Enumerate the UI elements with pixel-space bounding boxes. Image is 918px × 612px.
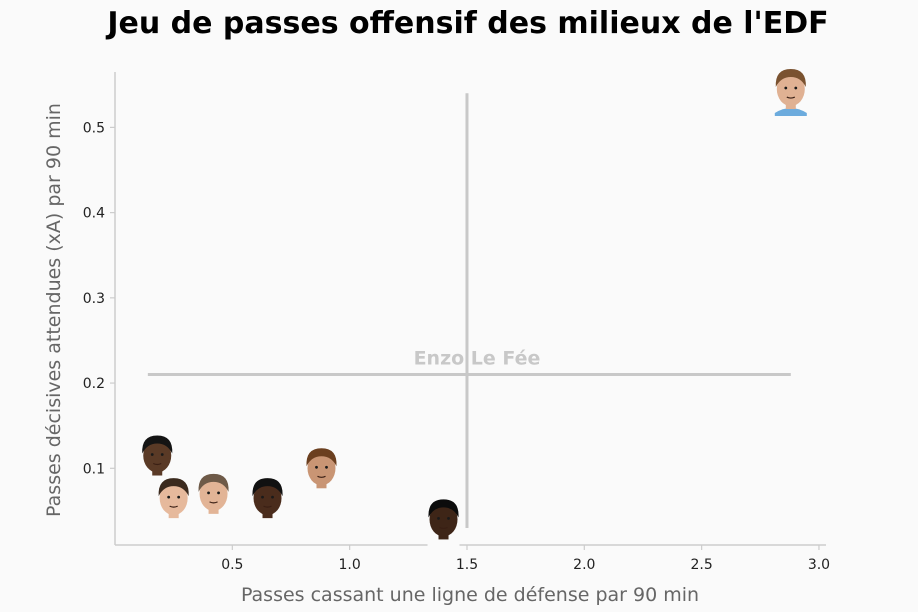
player-shirt bbox=[774, 108, 807, 117]
player-face-marker bbox=[157, 478, 190, 526]
y-tick-label: 0.4 bbox=[83, 206, 105, 222]
player-face bbox=[199, 476, 228, 511]
x-tick-label: 1.0 bbox=[339, 557, 361, 573]
axes bbox=[114, 72, 826, 546]
player-face-marker bbox=[251, 478, 284, 526]
player-hair bbox=[198, 473, 229, 492]
player-mouth bbox=[263, 505, 272, 508]
player-mouth bbox=[786, 96, 796, 99]
x-axis-label: Passes cassant une ligne de défense par … bbox=[241, 584, 699, 606]
player-eye bbox=[794, 86, 798, 90]
x-tick-label: 1.5 bbox=[456, 557, 478, 573]
player-shirt bbox=[305, 487, 338, 496]
player-eye bbox=[784, 86, 788, 90]
player-eye bbox=[315, 465, 318, 469]
player-face-marker bbox=[141, 435, 174, 483]
player-shirt bbox=[157, 517, 190, 526]
player-hair bbox=[158, 478, 189, 497]
y-tick-label: 0.5 bbox=[83, 120, 105, 136]
player-hair bbox=[306, 448, 337, 467]
x-tick-label: 2.0 bbox=[573, 557, 595, 573]
ticks: 0.5 1.0 1.5 2.0 2.5 3.0 0.1 0.2 0.3 0.4 0.5 bbox=[83, 120, 830, 573]
player-face bbox=[253, 481, 282, 516]
player-eye bbox=[437, 517, 440, 520]
player-shirt bbox=[197, 512, 230, 521]
player-face bbox=[307, 451, 336, 486]
player-face-marker bbox=[305, 448, 338, 496]
player-hair bbox=[775, 69, 806, 88]
player-mouth bbox=[317, 475, 326, 478]
player-face bbox=[159, 481, 188, 516]
player-eye bbox=[325, 465, 328, 469]
player-mouth bbox=[152, 462, 162, 466]
player-eye bbox=[167, 495, 171, 499]
x-tick-label: 3.0 bbox=[808, 557, 830, 573]
player-eye bbox=[207, 491, 210, 495]
player-face bbox=[143, 438, 172, 473]
y-axis-label: Passes décisives attendues (xA) par 90 m… bbox=[43, 103, 65, 517]
player-eye bbox=[271, 495, 274, 499]
y-tick-label: 0.1 bbox=[83, 461, 105, 477]
player-eye bbox=[261, 495, 264, 499]
player-eye bbox=[160, 453, 164, 456]
player-face bbox=[429, 502, 458, 537]
player-shirt bbox=[427, 538, 460, 547]
player-face bbox=[776, 72, 805, 107]
player-face-marker bbox=[774, 69, 807, 117]
x-tick-label: 2.5 bbox=[691, 557, 713, 573]
x-tick-label: 0.5 bbox=[221, 557, 243, 573]
player-mouth bbox=[439, 526, 448, 530]
y-tick-label: 0.3 bbox=[83, 291, 105, 307]
player-hair bbox=[252, 478, 283, 497]
reference-label: Enzo Le Fée bbox=[414, 348, 541, 370]
player-eye bbox=[447, 517, 450, 520]
player-mouth bbox=[209, 501, 218, 504]
y-tick-label: 0.2 bbox=[83, 376, 105, 392]
player-eye bbox=[150, 453, 154, 456]
player-face-marker bbox=[427, 499, 460, 547]
player-eye bbox=[177, 495, 181, 499]
chart-title: Jeu de passes offensif des milieux de l'… bbox=[105, 6, 828, 41]
reference-lines: Enzo Le Fée bbox=[147, 93, 791, 528]
player-hair bbox=[428, 499, 459, 518]
player-mouth bbox=[169, 505, 178, 508]
player-hair bbox=[142, 435, 173, 454]
player-eye bbox=[217, 491, 220, 495]
player-points bbox=[141, 69, 807, 547]
player-shirt bbox=[251, 517, 284, 526]
player-face-marker bbox=[197, 473, 230, 521]
